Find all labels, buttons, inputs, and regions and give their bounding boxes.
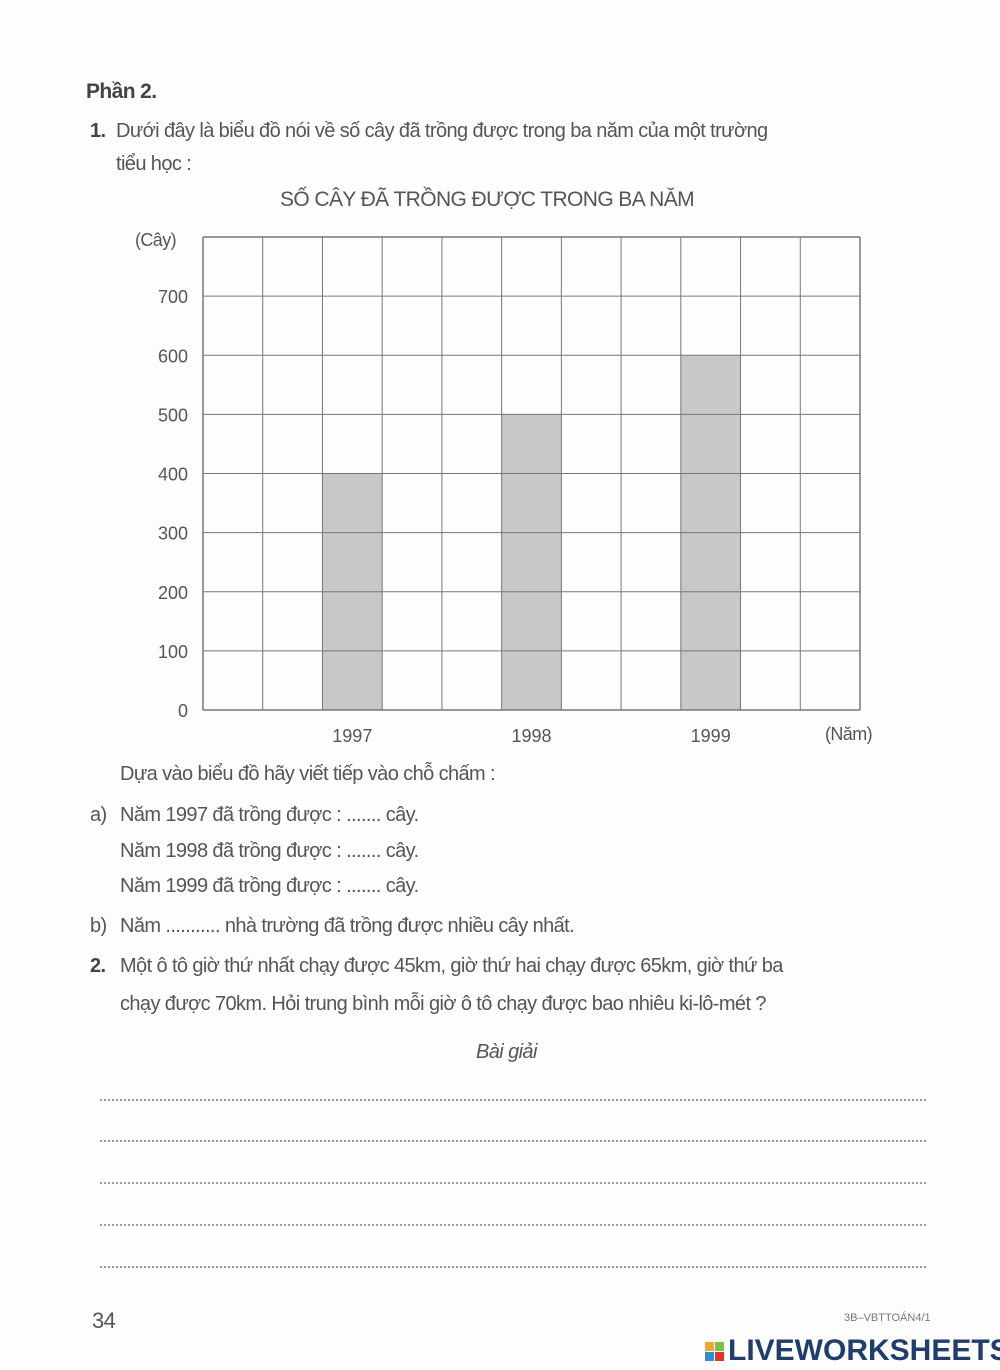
x-tick-label: 1997 — [332, 726, 372, 746]
answer-line[interactable] — [100, 1140, 926, 1142]
y-tick-label: 200 — [158, 583, 188, 603]
bar-1998 — [501, 414, 562, 710]
x-axis-label: (Năm) — [825, 724, 873, 744]
question-2-number: 2. — [90, 955, 106, 977]
book-code: 3B–VBTTOÁN4/1 — [844, 1312, 931, 1324]
bar-chart: 1997 1998 1999 0 100 200 300 400 500 600 700 — [158, 236, 861, 746]
question-1-text-cont: tiểu học : — [116, 153, 192, 175]
chart-title: SỐ CÂY ĐÃ TRỒNG ĐƯỢC TRONG BA NĂM — [280, 188, 695, 211]
part-b-text: Năm ........... nhà trường đã trồng được… — [120, 915, 575, 937]
y-tick-label: 0 — [178, 701, 188, 721]
answer-line[interactable] — [100, 1182, 926, 1184]
y-tick-label: 600 — [158, 346, 188, 366]
y-tick-label: 700 — [158, 287, 188, 307]
part-a-line-1999: Năm 1999 đã trồng được : ....... cây. — [120, 875, 419, 897]
part-a-line-1997: Năm 1997 đã trồng được : ....... cây. — [120, 804, 419, 826]
part-a-label: a) — [90, 804, 107, 826]
instruction-text: Dựa vào biểu đồ hãy viết tiếp vào chỗ ch… — [120, 763, 496, 785]
question-1-number: 1. — [90, 120, 106, 142]
answer-line[interactable] — [100, 1099, 926, 1101]
question-2-text-cont: chạy được 70km. Hỏi trung bình mỗi giờ ô… — [120, 993, 766, 1015]
y-tick-label: 400 — [158, 465, 188, 485]
page-number: 34 — [92, 1308, 116, 1333]
question-2-text: Một ô tô giờ thứ nhất chạy được 45km, gi… — [120, 955, 783, 977]
logo-text: LIVEWORKSHEETS — [728, 1334, 1000, 1367]
y-tick-label: 300 — [158, 524, 188, 544]
solution-heading: Bài giải — [476, 1041, 537, 1063]
x-tick-label: 1998 — [511, 726, 551, 746]
section-title: Phần 2. — [86, 80, 157, 103]
logo-icon — [705, 1341, 724, 1361]
answer-line[interactable] — [100, 1266, 926, 1268]
y-axis-label: (Cây) — [135, 230, 177, 250]
answer-line[interactable] — [100, 1224, 926, 1226]
x-tick-label: 1999 — [691, 726, 731, 746]
y-tick-label: 500 — [158, 405, 188, 425]
part-b-label: b) — [90, 915, 107, 937]
y-tick-label: 100 — [158, 642, 188, 662]
question-1-text: Dưới đây là biểu đồ nói về số cây đã trồ… — [116, 120, 768, 142]
liveworksheets-logo: LIVEWORKSHEETS — [705, 1334, 1000, 1368]
part-a-line-1998: Năm 1998 đã trồng được : ....... cây. — [120, 840, 419, 862]
